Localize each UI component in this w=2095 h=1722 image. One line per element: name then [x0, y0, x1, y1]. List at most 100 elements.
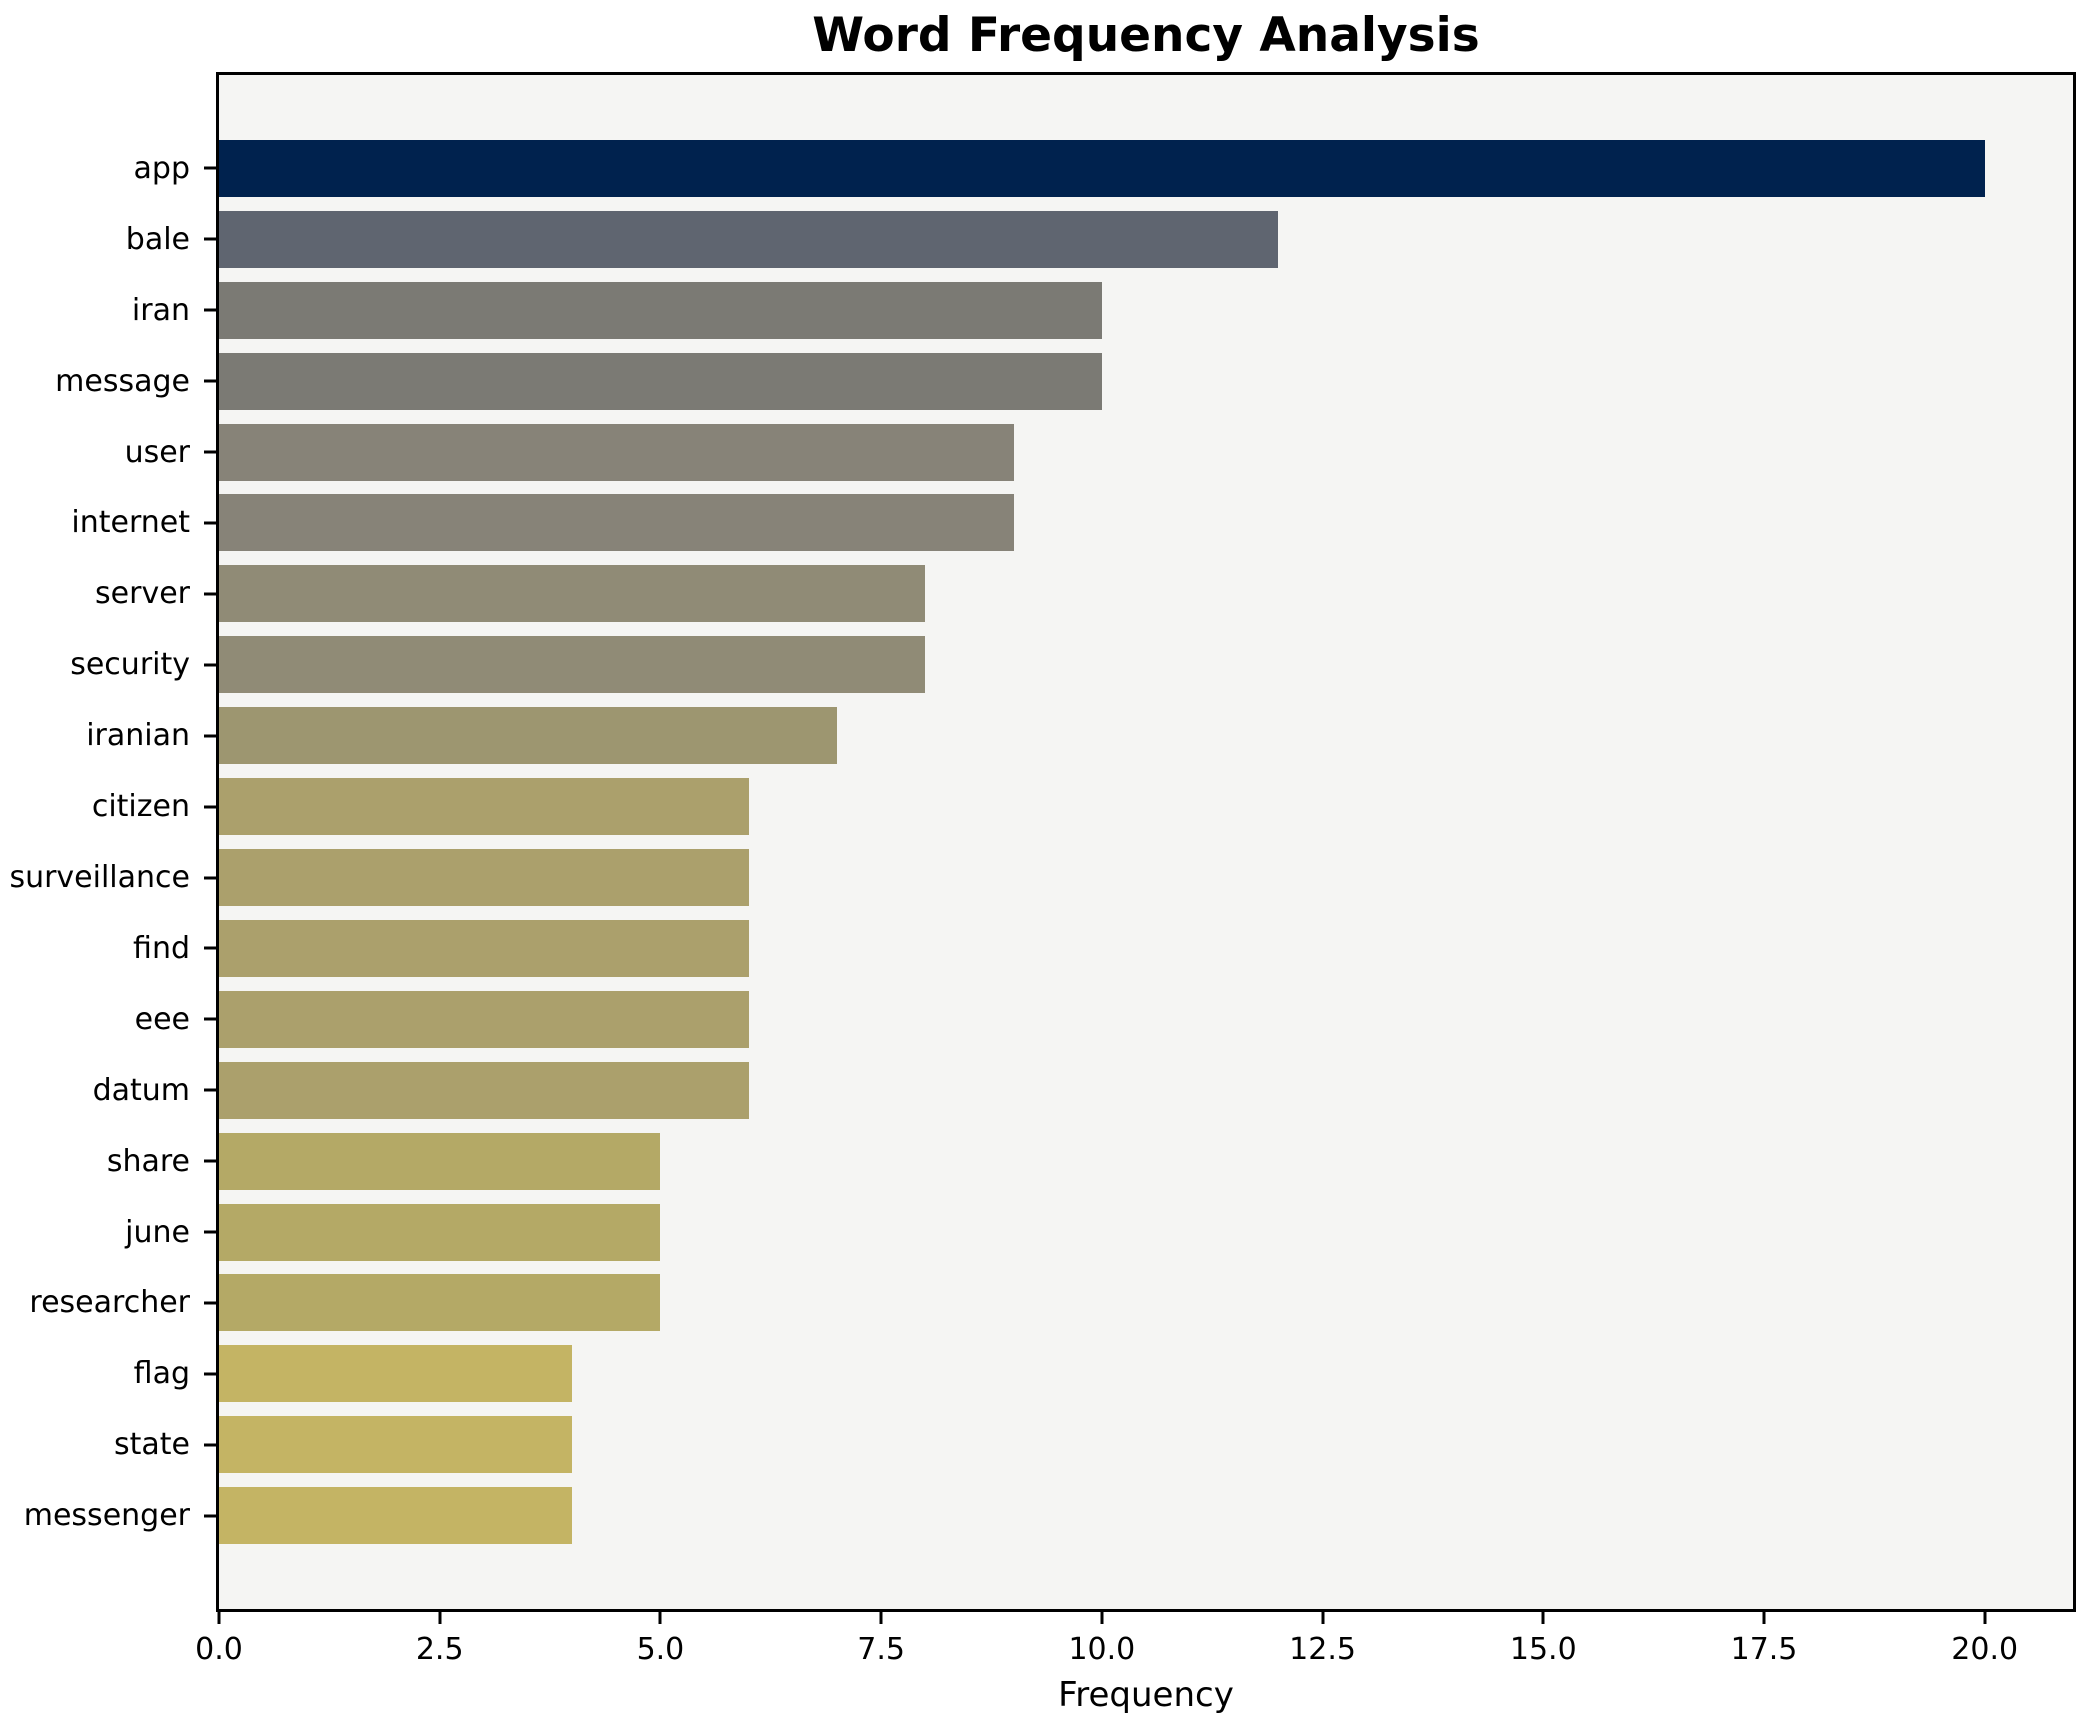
y-tick-label-researcher: researcher [29, 1285, 190, 1321]
y-tick-mark [204, 237, 216, 241]
bar-june [219, 1203, 661, 1261]
x-tick-mark [1983, 1612, 1987, 1624]
y-tick-row: share [0, 1126, 216, 1197]
y-tick-row: bale [0, 204, 216, 275]
y-tick-label-security: security [70, 647, 190, 683]
bar-row [219, 133, 2073, 204]
y-tick-mark [204, 734, 216, 738]
bar-iran [219, 281, 1102, 339]
bar-surveillance [219, 849, 749, 907]
y-tick-mark [204, 946, 216, 950]
y-tick-row: find [0, 913, 216, 984]
y-tick-mark [204, 1372, 216, 1376]
bar-flag [219, 1345, 573, 1403]
y-tick-mark [204, 592, 216, 596]
x-tick-mark [1321, 1612, 1325, 1624]
x-tick-label-12.5: 12.5 [1289, 1632, 1356, 1667]
x-tick-mark [879, 1612, 883, 1624]
y-tick-label-surveillance: surveillance [9, 860, 190, 896]
bar-row [219, 1409, 2073, 1480]
bar-row [219, 1268, 2073, 1339]
bar-row [219, 913, 2073, 984]
y-tick-mark [204, 166, 216, 170]
bar-row [219, 1480, 2073, 1551]
plot-area [216, 72, 2076, 1612]
y-tick-label-user: user [124, 434, 190, 470]
y-tick-mark [204, 379, 216, 383]
y-tick-mark [204, 308, 216, 312]
x-tick-label-5.0: 5.0 [636, 1632, 685, 1667]
bar-row [219, 488, 2073, 559]
bar-app [219, 139, 1985, 197]
bar-eee [219, 990, 749, 1048]
y-tick-mark [204, 1088, 216, 1092]
x-tick-mark [1762, 1612, 1766, 1624]
y-tick-label-internet: internet [71, 505, 190, 541]
bar-find [219, 919, 749, 977]
bar-share [219, 1132, 661, 1190]
x-tick-label-17.5: 17.5 [1730, 1632, 1798, 1667]
bar-researcher [219, 1274, 661, 1332]
y-tick-label-find: find [133, 930, 190, 966]
x-tick-label-2.5: 2.5 [415, 1632, 464, 1667]
bar-row [219, 842, 2073, 913]
y-tick-mark [204, 450, 216, 454]
bar-citizen [219, 778, 749, 836]
bar-row [219, 346, 2073, 417]
x-tick-mark [658, 1612, 662, 1624]
bar-message [219, 352, 1102, 410]
y-tick-label-bale: bale [125, 221, 190, 257]
y-tick-mark [204, 1443, 216, 1447]
bar-series [219, 75, 2073, 1609]
y-tick-mark [204, 876, 216, 880]
bar-row [219, 1055, 2073, 1126]
bar-row [219, 558, 2073, 629]
bar-row [219, 984, 2073, 1055]
x-tick-label-7.5: 7.5 [857, 1632, 905, 1667]
y-tick-row: security [0, 629, 216, 700]
y-tick-row: messenger [0, 1480, 216, 1551]
y-tick-mark [204, 663, 216, 667]
x-tick-label-20.0: 20.0 [1951, 1632, 2019, 1667]
bar-row [219, 275, 2073, 346]
y-tick-label-iranian: iranian [86, 718, 190, 754]
y-tick-label-flag: flag [133, 1356, 190, 1392]
bar-row [219, 771, 2073, 842]
y-tick-row: message [0, 346, 216, 417]
y-tick-row: state [0, 1409, 216, 1480]
bar-datum [219, 1061, 749, 1119]
x-tick-label-15.0: 15.0 [1509, 1632, 1577, 1667]
y-tick-row: iran [0, 275, 216, 346]
bar-messenger [219, 1487, 573, 1545]
bar-row [219, 629, 2073, 700]
y-tick-mark [204, 805, 216, 809]
y-tick-row: user [0, 417, 216, 488]
y-tick-label-eee: eee [134, 1001, 190, 1037]
y-tick-label-app: app [133, 150, 190, 186]
y-tick-row: citizen [0, 771, 216, 842]
y-tick-label-datum: datum [92, 1072, 190, 1108]
y-tick-mark [204, 1230, 216, 1234]
y-tick-label-iran: iran [131, 292, 190, 328]
y-tick-label-citizen: citizen [91, 789, 190, 825]
bar-row [219, 204, 2073, 275]
y-tick-label-state: state [114, 1427, 190, 1463]
x-tick-mark [1541, 1612, 1545, 1624]
bar-row [219, 700, 2073, 771]
y-tick-mark [204, 521, 216, 525]
y-tick-row: flag [0, 1338, 216, 1409]
bar-row [219, 417, 2073, 488]
y-tick-mark [204, 1514, 216, 1518]
y-tick-row: researcher [0, 1268, 216, 1339]
x-tick-label-10.0: 10.0 [1068, 1632, 1136, 1667]
y-tick-label-june: june [125, 1214, 190, 1250]
y-tick-row: internet [0, 488, 216, 559]
x-tick-label-0.0: 0.0 [195, 1632, 243, 1667]
y-tick-mark [204, 1159, 216, 1163]
y-tick-row: app [0, 133, 216, 204]
bar-row [219, 1338, 2073, 1409]
bar-user [219, 423, 1014, 481]
bar-server [219, 565, 926, 623]
x-axis: 0.0 2.5 5.0 7.5 10.0 12.5 15.0 17.5 20.0 [195, 1612, 2073, 1702]
x-axis-label: Frequency [1058, 1675, 1234, 1715]
